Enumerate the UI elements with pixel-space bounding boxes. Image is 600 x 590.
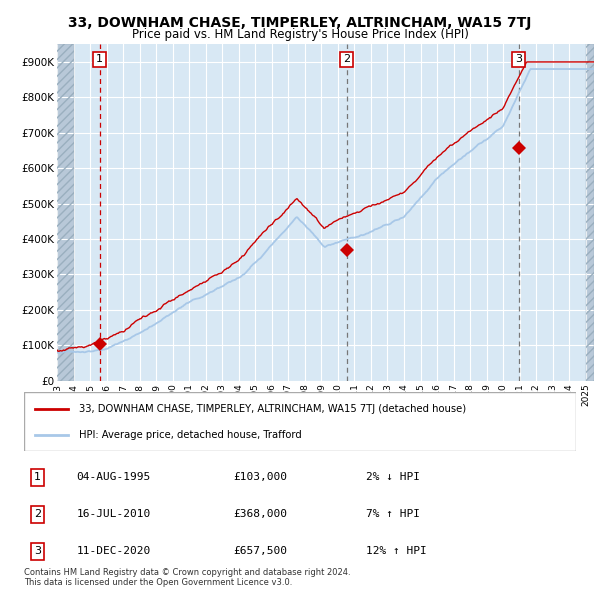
Text: £368,000: £368,000 <box>234 509 288 519</box>
Text: 3: 3 <box>515 54 522 64</box>
Bar <box>586 44 594 381</box>
Text: £657,500: £657,500 <box>234 546 288 556</box>
Text: 1: 1 <box>34 473 41 483</box>
Text: Price paid vs. HM Land Registry's House Price Index (HPI): Price paid vs. HM Land Registry's House … <box>131 28 469 41</box>
Text: 3: 3 <box>34 546 41 556</box>
Text: 33, DOWNHAM CHASE, TIMPERLEY, ALTRINCHAM, WA15 7TJ: 33, DOWNHAM CHASE, TIMPERLEY, ALTRINCHAM… <box>68 16 532 30</box>
Text: 12% ↑ HPI: 12% ↑ HPI <box>366 546 427 556</box>
Text: 16-JUL-2010: 16-JUL-2010 <box>76 509 151 519</box>
Text: 11-DEC-2020: 11-DEC-2020 <box>76 546 151 556</box>
Text: 7% ↑ HPI: 7% ↑ HPI <box>366 509 420 519</box>
Text: £103,000: £103,000 <box>234 473 288 483</box>
Text: 33, DOWNHAM CHASE, TIMPERLEY, ALTRINCHAM, WA15 7TJ (detached house): 33, DOWNHAM CHASE, TIMPERLEY, ALTRINCHAM… <box>79 404 466 414</box>
Bar <box>586 44 594 381</box>
Text: 2: 2 <box>343 54 350 64</box>
Text: 2: 2 <box>34 509 41 519</box>
Text: Contains HM Land Registry data © Crown copyright and database right 2024.
This d: Contains HM Land Registry data © Crown c… <box>24 568 350 587</box>
Bar <box>57 44 74 381</box>
Text: 1: 1 <box>96 54 103 64</box>
Text: 04-AUG-1995: 04-AUG-1995 <box>76 473 151 483</box>
Text: 2% ↓ HPI: 2% ↓ HPI <box>366 473 420 483</box>
Bar <box>57 44 74 381</box>
Text: HPI: Average price, detached house, Trafford: HPI: Average price, detached house, Traf… <box>79 430 302 440</box>
